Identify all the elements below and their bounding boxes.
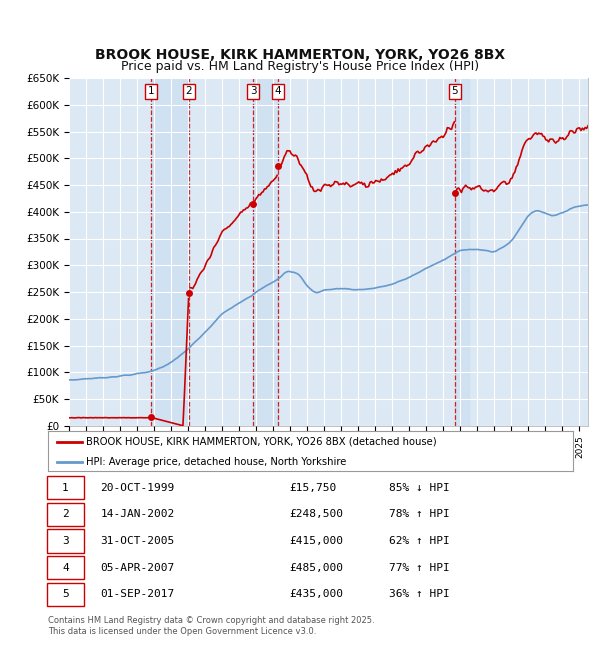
Bar	[253, 78, 278, 426]
Text: £15,750: £15,750	[290, 483, 337, 493]
Text: 5: 5	[451, 86, 458, 96]
Text: £248,500: £248,500	[290, 510, 343, 519]
FancyBboxPatch shape	[47, 583, 84, 606]
Text: 77% ↑ HPI: 77% ↑ HPI	[389, 563, 450, 573]
Text: 36% ↑ HPI: 36% ↑ HPI	[389, 590, 450, 599]
Text: BROOK HOUSE, KIRK HAMMERTON, YORK, YO26 8BX (detached house): BROOK HOUSE, KIRK HAMMERTON, YORK, YO26 …	[86, 437, 436, 447]
Text: 01-SEP-2017: 01-SEP-2017	[101, 590, 175, 599]
Text: 1: 1	[62, 483, 69, 493]
Text: 05-APR-2007: 05-APR-2007	[101, 563, 175, 573]
Text: 3: 3	[250, 86, 257, 96]
Text: 85% ↓ HPI: 85% ↓ HPI	[389, 483, 450, 493]
Text: 3: 3	[62, 536, 69, 546]
Text: £435,000: £435,000	[290, 590, 343, 599]
FancyBboxPatch shape	[47, 476, 84, 499]
Text: Contains HM Land Registry data © Crown copyright and database right 2025.
This d: Contains HM Land Registry data © Crown c…	[48, 616, 374, 636]
Text: 20-OCT-1999: 20-OCT-1999	[101, 483, 175, 493]
Text: 4: 4	[274, 86, 281, 96]
Bar	[455, 78, 469, 426]
Text: £485,000: £485,000	[290, 563, 343, 573]
Text: HPI: Average price, detached house, North Yorkshire: HPI: Average price, detached house, Nort…	[86, 458, 346, 467]
Text: Price paid vs. HM Land Registry's House Price Index (HPI): Price paid vs. HM Land Registry's House …	[121, 60, 479, 73]
Text: 78% ↑ HPI: 78% ↑ HPI	[389, 510, 450, 519]
FancyBboxPatch shape	[47, 503, 84, 526]
Text: 2: 2	[62, 510, 69, 519]
Text: BROOK HOUSE, KIRK HAMMERTON, YORK, YO26 8BX: BROOK HOUSE, KIRK HAMMERTON, YORK, YO26 …	[95, 47, 505, 62]
Text: 14-JAN-2002: 14-JAN-2002	[101, 510, 175, 519]
Bar	[151, 78, 189, 426]
Text: 31-OCT-2005: 31-OCT-2005	[101, 536, 175, 546]
FancyBboxPatch shape	[47, 556, 84, 579]
Text: £415,000: £415,000	[290, 536, 343, 546]
Text: 4: 4	[62, 563, 69, 573]
Text: 62% ↑ HPI: 62% ↑ HPI	[389, 536, 450, 546]
Text: 1: 1	[148, 86, 154, 96]
Text: 2: 2	[185, 86, 192, 96]
Text: 5: 5	[62, 590, 69, 599]
FancyBboxPatch shape	[47, 530, 84, 552]
